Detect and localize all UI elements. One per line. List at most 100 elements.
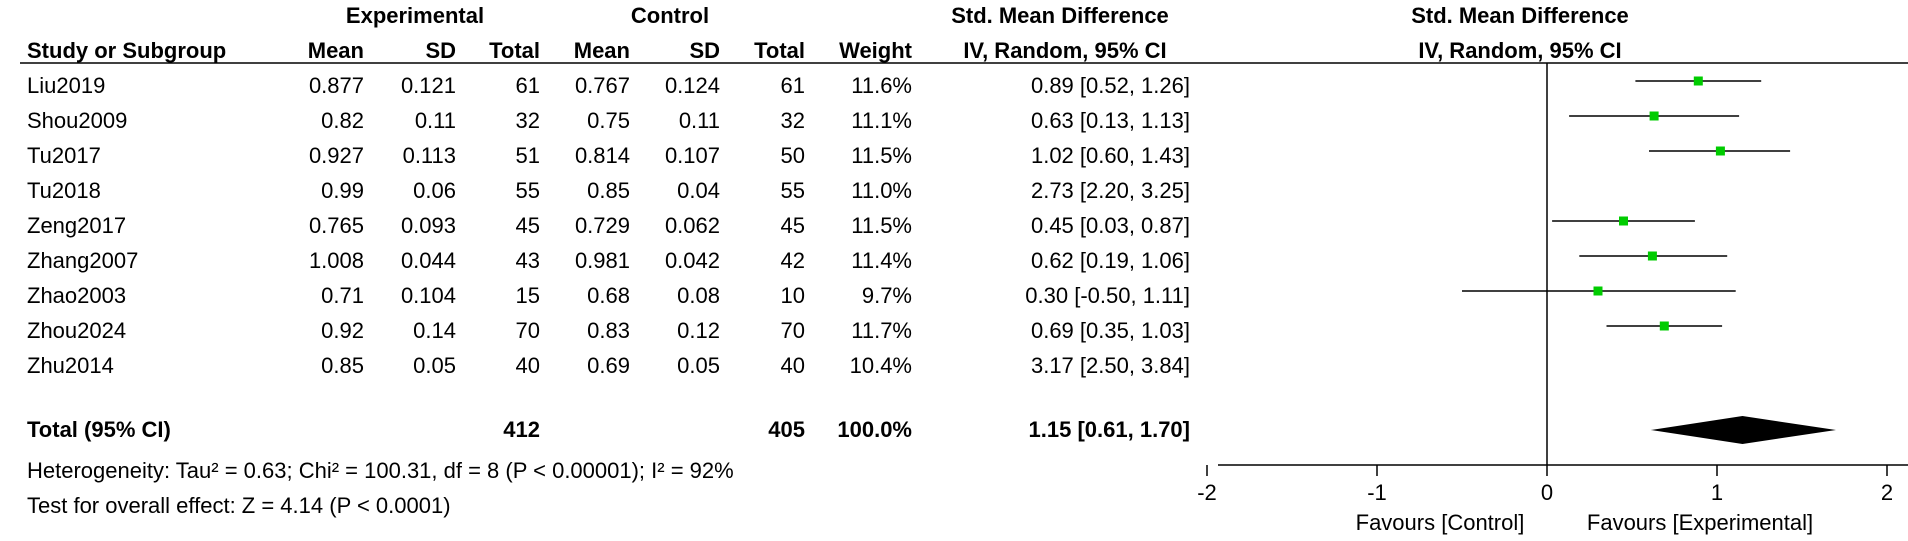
cell-weight: 9.7% bbox=[861, 283, 912, 308]
cell-weight: 11.5% bbox=[851, 213, 912, 238]
ctrl-mean-header: Mean bbox=[573, 38, 630, 63]
smd-column-title: Std. Mean Difference bbox=[951, 3, 1169, 28]
cell-e-sd: 0.14 bbox=[413, 318, 456, 343]
cell-ci: 0.63 [0.13, 1.13] bbox=[1030, 108, 1190, 133]
plot-title: Std. Mean Difference bbox=[1411, 3, 1629, 28]
overall-effect-text: Test for overall effect: Z = 4.14 (P < 0… bbox=[27, 493, 451, 518]
exp-mean-header: Mean bbox=[307, 38, 364, 63]
smd-method-header: IV, Random, 95% CI bbox=[963, 38, 1167, 63]
cell-c-sd: 0.062 bbox=[664, 213, 720, 238]
cell-c-total: 32 bbox=[780, 108, 805, 133]
total-weight: 100.0% bbox=[837, 417, 912, 442]
cell-name: Zhang2007 bbox=[27, 248, 139, 273]
cell-ci: 0.69 [0.35, 1.03] bbox=[1030, 318, 1190, 343]
cell-name: Tu2017 bbox=[27, 143, 101, 168]
cell-e-sd: 0.121 bbox=[400, 73, 456, 98]
cell-c-mean: 0.83 bbox=[587, 318, 630, 343]
estimate-marker bbox=[1647, 251, 1657, 261]
cell-c-sd: 0.04 bbox=[677, 178, 720, 203]
x-tick-label: 2 bbox=[1881, 480, 1893, 505]
cell-c-sd: 0.12 bbox=[677, 318, 720, 343]
cell-name: Liu2019 bbox=[27, 73, 106, 98]
cell-c-sd: 0.05 bbox=[677, 353, 720, 378]
cell-e-mean: 0.927 bbox=[308, 143, 364, 168]
study-column-header: Study or Subgroup bbox=[27, 38, 227, 63]
cell-name: Zhao2003 bbox=[27, 283, 127, 308]
cell-c-mean: 0.981 bbox=[574, 248, 630, 273]
cell-weight: 11.1% bbox=[851, 108, 912, 133]
cell-c-mean: 0.814 bbox=[574, 143, 630, 168]
cell-ci: 0.89 [0.52, 1.26] bbox=[1030, 73, 1190, 98]
exp-total-header: Total bbox=[489, 38, 540, 63]
cell-c-mean: 0.75 bbox=[587, 108, 630, 133]
cell-ci: 1.02 [0.60, 1.43] bbox=[1030, 143, 1190, 168]
cell-e-sd: 0.113 bbox=[402, 143, 456, 168]
cell-c-total: 61 bbox=[780, 73, 805, 98]
ctrl-total-header: Total bbox=[754, 38, 805, 63]
total-ctrl-total: 405 bbox=[768, 417, 805, 442]
cell-ci: 2.73 [2.20, 3.25] bbox=[1030, 178, 1190, 203]
weight-header: Weight bbox=[839, 38, 912, 63]
cell-name: Tu2018 bbox=[27, 178, 101, 203]
cell-c-mean: 0.85 bbox=[587, 178, 630, 203]
cell-c-total: 50 bbox=[780, 143, 805, 168]
estimate-marker bbox=[1693, 76, 1703, 86]
cell-name: Zeng2017 bbox=[27, 213, 127, 238]
cell-c-sd: 0.08 bbox=[677, 283, 720, 308]
cell-weight: 10.4% bbox=[849, 353, 912, 378]
plot-method-header: IV, Random, 95% CI bbox=[1418, 38, 1622, 63]
cell-e-sd: 0.044 bbox=[400, 248, 456, 273]
cell-e-mean: 0.99 bbox=[321, 178, 364, 203]
cell-weight: 11.7% bbox=[851, 318, 912, 343]
cell-e-total: 45 bbox=[515, 213, 540, 238]
cell-ci: 0.62 [0.19, 1.06] bbox=[1030, 248, 1190, 273]
cell-c-sd: 0.107 bbox=[664, 143, 720, 168]
cell-e-total: 32 bbox=[515, 108, 540, 133]
cell-c-sd: 0.042 bbox=[664, 248, 720, 273]
cell-c-sd: 0.11 bbox=[678, 108, 720, 133]
cell-e-mean: 1.008 bbox=[308, 248, 364, 273]
ctrl-sd-header: SD bbox=[689, 38, 720, 63]
cell-e-mean: 0.765 bbox=[308, 213, 364, 238]
cell-weight: 11.4% bbox=[851, 248, 912, 273]
cell-e-total: 51 bbox=[515, 143, 540, 168]
cell-e-mean: 0.85 bbox=[321, 353, 364, 378]
estimate-marker bbox=[1659, 321, 1669, 331]
exp-sd-header: SD bbox=[425, 38, 456, 63]
cell-name: Zhou2024 bbox=[27, 318, 127, 343]
experimental-group-header: Experimental bbox=[345, 3, 485, 28]
cell-e-total: 43 bbox=[515, 248, 540, 273]
cell-c-total: 10 bbox=[780, 283, 805, 308]
cell-c-total: 55 bbox=[780, 178, 805, 203]
x-tick-label: 0 bbox=[1541, 480, 1553, 505]
cell-e-sd: 0.06 bbox=[413, 178, 456, 203]
cell-c-mean: 0.69 bbox=[587, 353, 630, 378]
cell-c-total: 45 bbox=[780, 213, 805, 238]
cell-c-sd: 0.124 bbox=[664, 73, 720, 98]
control-group-header: Control bbox=[630, 3, 710, 28]
cell-c-mean: 0.68 bbox=[587, 283, 630, 308]
estimate-marker bbox=[1649, 111, 1659, 121]
estimate-marker bbox=[1593, 286, 1603, 296]
x-tick-label: -1 bbox=[1367, 480, 1387, 505]
cell-ci: 0.30 [-0.50, 1.11] bbox=[1025, 283, 1190, 308]
x-tick-label: -2 bbox=[1197, 480, 1217, 505]
cell-e-sd: 0.11 bbox=[414, 108, 456, 133]
cell-e-total: 61 bbox=[515, 73, 540, 98]
cell-c-mean: 0.767 bbox=[574, 73, 630, 98]
favours-control-label: Favours [Control] bbox=[1355, 510, 1525, 535]
cell-ci: 3.17 [2.50, 3.84] bbox=[1030, 353, 1190, 378]
cell-c-mean: 0.729 bbox=[574, 213, 630, 238]
heterogeneity-text: Heterogeneity: Tau² = 0.63; Chi² = 100.3… bbox=[27, 458, 734, 483]
cell-name: Zhu2014 bbox=[27, 353, 114, 378]
cell-e-mean: 0.877 bbox=[308, 73, 364, 98]
total-exp-total: 412 bbox=[503, 417, 540, 442]
cell-e-sd: 0.05 bbox=[413, 353, 456, 378]
cell-c-total: 70 bbox=[780, 318, 805, 343]
cell-e-total: 15 bbox=[515, 283, 540, 308]
favours-experimental-label: Favours [Experimental] bbox=[1586, 510, 1814, 535]
cell-ci: 0.45 [0.03, 0.87] bbox=[1030, 213, 1190, 238]
cell-c-total: 42 bbox=[780, 248, 805, 273]
cell-name: Shou2009 bbox=[27, 108, 128, 133]
